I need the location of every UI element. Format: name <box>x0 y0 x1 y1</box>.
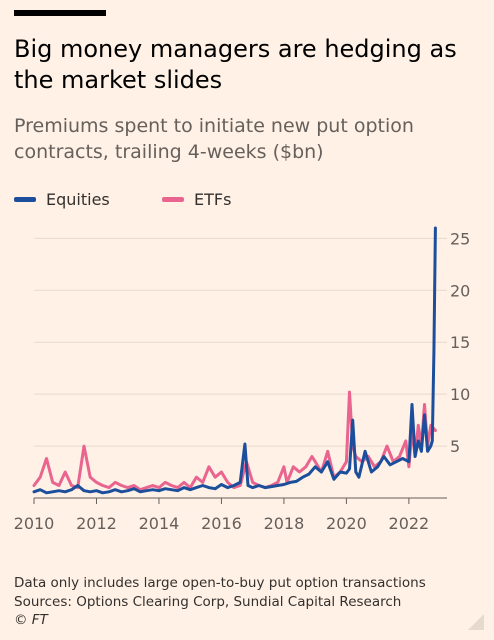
footer-sources: Sources: Options Clearing Corp, Sundial … <box>14 594 402 610</box>
footer: Data only includes large open-to-buy put… <box>14 574 426 612</box>
legend-label-equities: Equities <box>46 190 110 209</box>
series-line-etfs <box>32 390 437 492</box>
legend-label-etfs: ETFs <box>194 190 232 209</box>
chart-title: Big money managers are hedging as the ma… <box>14 35 457 94</box>
ft-top-rule <box>14 10 106 16</box>
chart-subtitle: Premiums spent to initiate new put optio… <box>14 115 414 163</box>
legend-swatch-etfs <box>162 197 184 202</box>
x-tick-label: 2020 <box>326 514 367 533</box>
copyright: © FT <box>14 612 48 628</box>
x-tick-label: 2016 <box>201 514 242 533</box>
x-tick-label: 2010 <box>14 514 55 533</box>
legend-item-equities: Equities <box>14 190 110 209</box>
x-tick-label: 2018 <box>264 514 305 533</box>
y-tick-label: 20 <box>450 281 470 300</box>
y-tick-label: 15 <box>450 333 470 352</box>
y-tick-label: 10 <box>450 385 470 404</box>
corner-resize-icon <box>468 614 484 630</box>
x-tick-label: 2014 <box>139 514 180 533</box>
legend-swatch-equities <box>14 197 36 202</box>
legend-item-etfs: ETFs <box>162 190 231 209</box>
footer-note: Data only includes large open-to-buy put… <box>14 575 426 591</box>
line-chart: 5 10 15 20 25 2010 2012 2014 2016 2018 2020 2022 <box>14 226 470 533</box>
series-line-equities <box>32 226 437 495</box>
y-tick-label: 5 <box>450 437 460 456</box>
x-tick-label: 2022 <box>389 514 430 533</box>
x-tick-label: 2012 <box>76 514 117 533</box>
y-tick-label: 25 <box>450 229 470 248</box>
